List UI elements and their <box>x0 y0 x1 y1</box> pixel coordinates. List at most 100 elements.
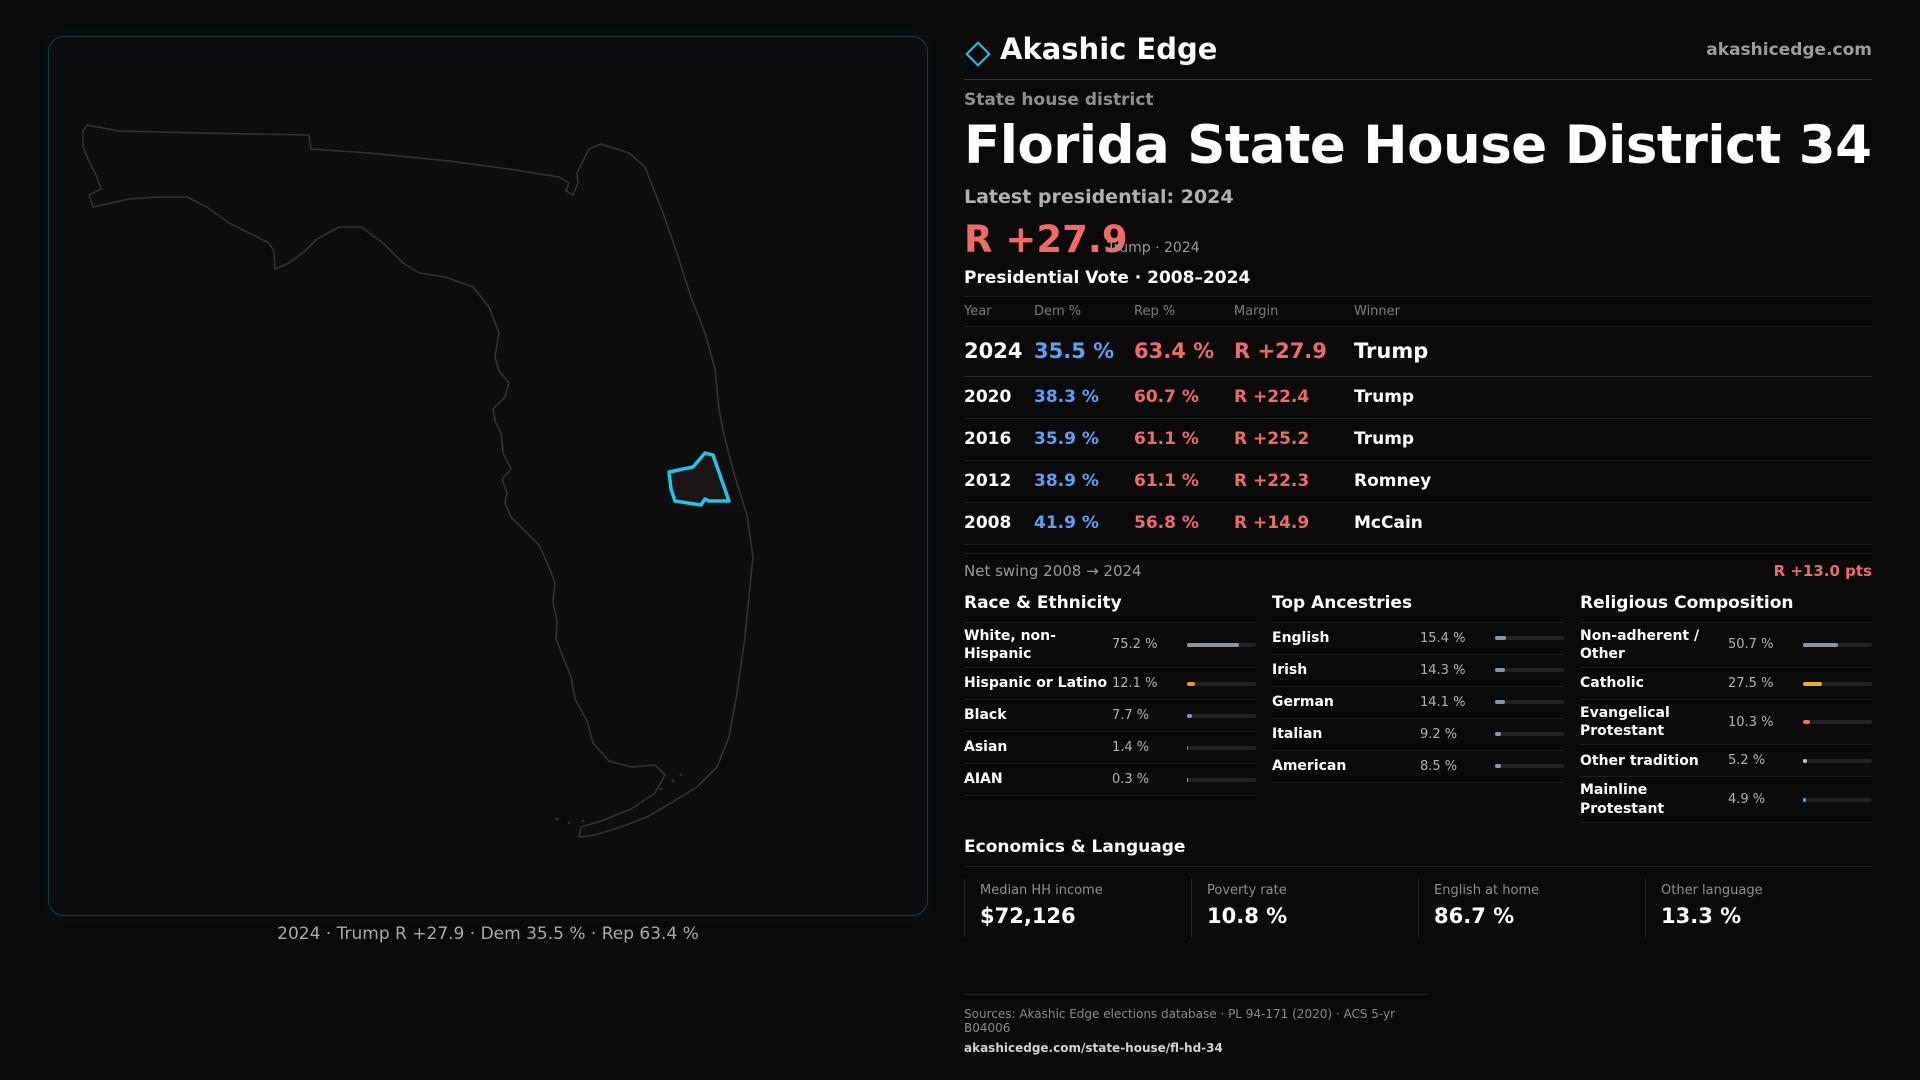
demographic-bar-fill <box>1495 700 1505 705</box>
demographic-bar <box>1187 713 1256 718</box>
row-year: 2008 <box>964 502 1034 545</box>
demographic-bar <box>1803 797 1872 802</box>
demographic-bar-fill <box>1187 642 1239 647</box>
demographic-bar <box>1187 777 1256 782</box>
religion-heading: Religious Composition <box>1580 593 1872 623</box>
econ-english-at-home: English at home 86.7 % <box>1418 878 1645 937</box>
demographic-label: Black <box>964 707 1007 724</box>
map-caption: 2024 · Trump R +27.9 · Dem 35.5 % · Rep … <box>277 924 699 944</box>
demographic-row: Non-adherent / Other 50.7 % <box>1580 623 1872 669</box>
demographic-row: Irish 14.3 % <box>1272 655 1564 687</box>
econ-label: Other language <box>1661 882 1763 898</box>
demographic-label: Non-adherent / Other <box>1580 627 1700 662</box>
row-dem: 41.9 % <box>1034 502 1134 545</box>
demographic-bar-fill <box>1803 720 1811 725</box>
demographic-row: Hispanic or Latino 12.1 % <box>964 668 1256 701</box>
col-dem: Dem % <box>1034 295 1134 327</box>
demographic-label: Irish <box>1272 662 1308 679</box>
table-row: 2012 38.9 % 61.1 % R +22.3 Romney <box>964 460 1872 503</box>
demographic-label: Other tradition <box>1580 752 1699 769</box>
demographic-label: White, non-Hispanic <box>964 627 1056 662</box>
row-winner: Trump <box>1354 418 1872 461</box>
demographic-bar-fill <box>1803 758 1807 763</box>
demographic-label: Asian <box>964 739 1008 756</box>
demographic-bar <box>1495 636 1564 641</box>
demographic-value: 4.9 % <box>1728 792 1766 808</box>
demographics: Race & Ethnicity White, non-Hispanic 75.2… <box>964 593 1872 823</box>
demographic-value: 1.4 % <box>1112 740 1150 756</box>
row-dem: 38.3 % <box>1034 376 1134 419</box>
hero-winner-year: Trump · 2024 <box>1107 239 1200 256</box>
district-category: State house district <box>964 90 1154 110</box>
demographic-bar <box>1187 681 1256 686</box>
florida-map-svg <box>82 124 754 838</box>
demographic-bar-fill <box>1187 713 1193 718</box>
demographic-row: White, non-Hispanic 75.2 % <box>964 623 1256 669</box>
demographic-row: Other tradition 5.2 % <box>1580 745 1872 778</box>
latest-presidential-label: Latest presidential: 2024 <box>964 185 1234 208</box>
demographic-bar-fill <box>1187 681 1196 686</box>
district-map[interactable] <box>48 36 928 916</box>
footer: Sources: Akashic Edge elections database… <box>964 994 1428 1055</box>
net-swing: Net swing 2008 → 2024 R +13.0 pts <box>964 552 1872 583</box>
details-panel: Akashic Edge akashicedge.com State house… <box>964 28 1872 937</box>
demographic-row: Italian 9.2 % <box>1272 719 1564 751</box>
row-rep: 56.8 % <box>1134 502 1234 545</box>
footer-url-link[interactable]: akashicedge.com/state-house/fl-hd-34 <box>964 1041 1223 1055</box>
demographic-bar <box>1187 745 1256 750</box>
hero-margin: R +27.9 <box>964 217 1128 261</box>
col-rep: Rep % <box>1134 295 1234 327</box>
row-year: 2012 <box>964 460 1034 503</box>
demographic-row: American 8.5 % <box>1272 751 1564 783</box>
demographic-label: Catholic <box>1580 675 1644 692</box>
econ-value: 13.3 % <box>1661 903 1742 928</box>
demographic-value: 75.2 % <box>1112 637 1158 653</box>
econ-label: Poverty rate <box>1207 882 1287 898</box>
demographic-row: Black 7.7 % <box>964 700 1256 733</box>
footer-sources: Sources: Akashic Edge elections database… <box>964 1007 1396 1035</box>
col-year: Year <box>964 295 1034 327</box>
demographic-value: 27.5 % <box>1728 676 1774 692</box>
table-row: 2020 38.3 % 60.7 % R +22.4 Trump <box>964 376 1872 419</box>
row-rep: 61.1 % <box>1134 460 1234 503</box>
table-row: 2008 41.9 % 56.8 % R +14.9 McCain <box>964 502 1872 545</box>
demographic-label: AIAN <box>964 771 1003 788</box>
demographic-row: Catholic 27.5 % <box>1580 668 1872 701</box>
demographic-row: Asian 1.4 % <box>964 732 1256 765</box>
demographic-row: English 15.4 % <box>1272 623 1564 655</box>
net-swing-value: R +13.0 pts <box>1773 561 1872 580</box>
row-margin: R +14.9 <box>1234 502 1354 545</box>
demographic-bar <box>1803 758 1872 763</box>
hero-result: R +27.9 Trump · 2024 <box>964 218 1872 264</box>
race-ethnicity-heading: Race & Ethnicity <box>964 593 1256 623</box>
row-margin: R +22.4 <box>1234 376 1354 419</box>
row-margin: R +27.9 <box>1234 326 1354 377</box>
demographic-value: 9.2 % <box>1420 726 1458 742</box>
demographic-row: AIAN 0.3 % <box>964 764 1256 797</box>
econ-value: 86.7 % <box>1434 903 1515 928</box>
row-dem: 35.9 % <box>1034 418 1134 461</box>
demographic-label: English <box>1272 630 1330 647</box>
demographic-value: 15.4 % <box>1420 630 1466 646</box>
demographic-bar-fill <box>1495 764 1501 769</box>
econ-label: English at home <box>1434 882 1540 898</box>
florida-keys <box>555 773 683 825</box>
brand-site-link[interactable]: akashicedge.com <box>1706 40 1872 60</box>
florida-outline <box>82 124 754 838</box>
demographic-bar <box>1803 642 1872 647</box>
demographic-bar-fill <box>1803 797 1807 802</box>
row-year: 2016 <box>964 418 1034 461</box>
demographic-value: 0.3 % <box>1112 772 1150 788</box>
economics-grid: Median HH income $72,126 Poverty rate 10… <box>964 878 1872 937</box>
row-rep: 63.4 % <box>1134 326 1234 377</box>
econ-value: $72,126 <box>980 903 1076 928</box>
demographic-label: Italian <box>1272 726 1323 743</box>
row-winner: Trump <box>1354 376 1872 419</box>
row-winner: McCain <box>1354 502 1872 545</box>
econ-label: Median HH income <box>980 882 1103 898</box>
table-header-row: Year Dem % Rep % Margin Winner <box>964 295 1872 327</box>
demographic-bar <box>1495 668 1564 673</box>
table-row: 2024 35.5 % 63.4 % R +27.9 Trump <box>964 326 1872 377</box>
demographic-bar-fill <box>1187 745 1189 750</box>
district-34-highlight[interactable] <box>667 451 731 507</box>
